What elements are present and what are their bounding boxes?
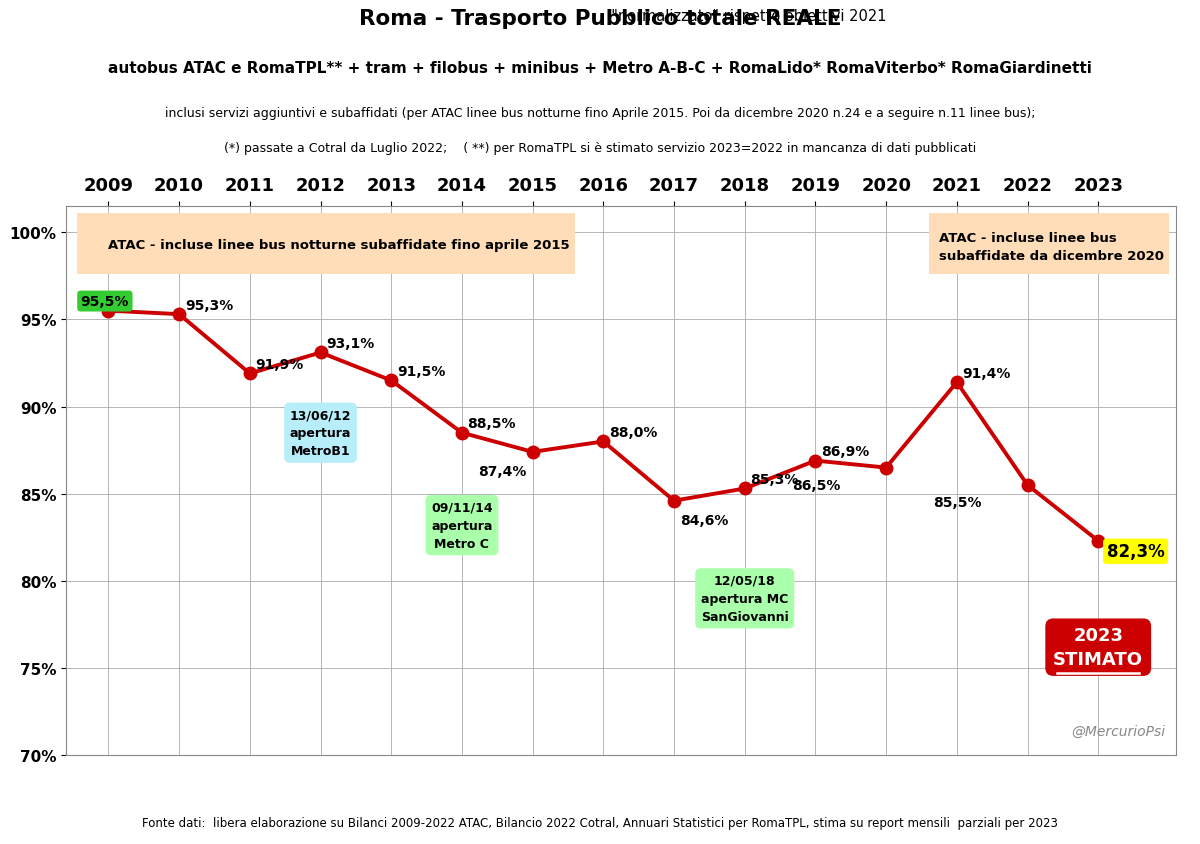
Text: 91,5%: 91,5% (397, 365, 445, 378)
Text: 91,9%: 91,9% (256, 357, 304, 371)
Text: autobus ATAC e RomaTPL** + tram + filobus + minibus + Metro A-B-C + RomaLido* Ro: autobus ATAC e RomaTPL** + tram + filobu… (108, 61, 1092, 76)
Text: ATAC - incluse linee bus
subaffidate da dicembre 2020: ATAC - incluse linee bus subaffidate da … (940, 231, 1164, 262)
Text: inclusi servizi aggiuntivi e subaffidati (per ATAC linee bus notturne fino April: inclusi servizi aggiuntivi e subaffidati… (164, 107, 1036, 120)
Text: (*) passate a Cotral da Luglio 2022;    ( **) per RomaTPL si è stimato servizio : (*) passate a Cotral da Luglio 2022; ( *… (224, 142, 976, 154)
Bar (77, 214, 575, 274)
Bar (929, 214, 1169, 274)
Text: 82,3%: 82,3% (1106, 543, 1164, 560)
Text: 88,0%: 88,0% (608, 425, 658, 440)
Text: 91,4%: 91,4% (962, 366, 1010, 380)
Text: 09/11/14
apertura
Metro C: 09/11/14 apertura Metro C (431, 501, 493, 550)
Text: 93,1%: 93,1% (326, 337, 374, 350)
Text: Roma - Trasporto Pubblico totale REALE: Roma - Trasporto Pubblico totale REALE (359, 8, 841, 29)
Text: @MercurioPsi: @MercurioPsi (1072, 724, 1165, 738)
Text: 85,3%: 85,3% (750, 473, 799, 486)
Text: 84,6%: 84,6% (679, 513, 728, 528)
Text: 87,4%: 87,4% (479, 464, 527, 479)
Text: 95,5%: 95,5% (80, 295, 130, 309)
Text: 86,9%: 86,9% (821, 445, 869, 458)
Text: 13/06/12
apertura
MetroB1: 13/06/12 apertura MetroB1 (289, 408, 352, 457)
Text: 12/05/18
apertura MC
SanGiovanni: 12/05/18 apertura MC SanGiovanni (701, 574, 788, 623)
Text: 85,5%: 85,5% (934, 496, 982, 510)
Text: ATAC - incluse linee bus notturne subaffidate fino aprile 2015: ATAC - incluse linee bus notturne subaff… (108, 239, 570, 252)
Text: "normalizzato" rispetto obiettivi 2021: "normalizzato" rispetto obiettivi 2021 (602, 8, 887, 24)
Text: 95,3%: 95,3% (185, 298, 233, 312)
Text: 86,5%: 86,5% (792, 479, 840, 492)
Text: 2023
STIMATO: 2023 STIMATO (1054, 626, 1144, 668)
Text: Fonte dati:  libera elaborazione su Bilanci 2009-2022 ATAC, Bilancio 2022 Cotral: Fonte dati: libera elaborazione su Bilan… (142, 816, 1058, 829)
Text: 88,5%: 88,5% (468, 417, 516, 430)
